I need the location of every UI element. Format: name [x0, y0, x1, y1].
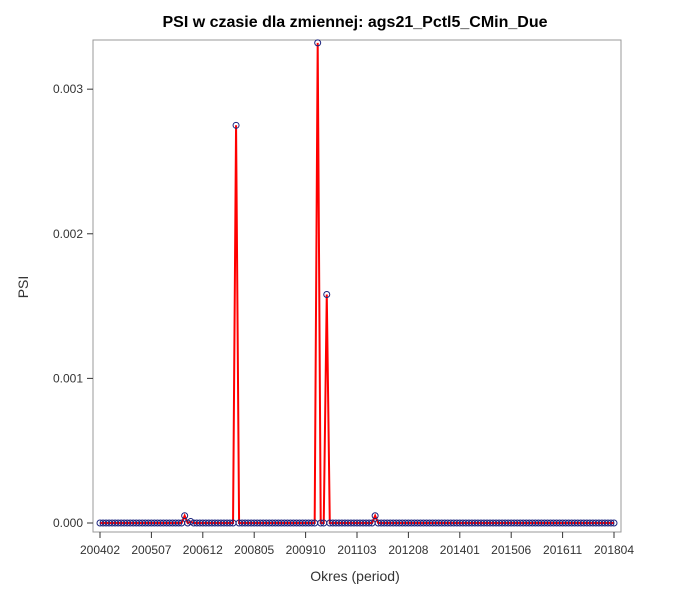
x-tick-label: 200507 [131, 543, 171, 557]
x-axis: 200402 200507 200612 200805 200910 201103 2012… [80, 532, 634, 557]
psi-data-point [607, 519, 615, 527]
chart-title: PSI w czasie dla zmiennej: ags21_Pctl5_C… [162, 14, 547, 31]
y-tick-label: 0.003 [53, 82, 83, 96]
psi-series-markers [96, 39, 618, 527]
x-tick-label: 200402 [80, 543, 120, 557]
psi-data-point [371, 512, 379, 520]
psi-data-point [610, 519, 618, 527]
y-axis: 0.000 0.001 0.002 0.003 [53, 82, 93, 530]
psi-data-point [308, 519, 316, 527]
y-tick-label: 0.001 [53, 371, 83, 385]
y-axis-label: PSI [15, 276, 31, 299]
x-tick-label: 201401 [440, 543, 480, 557]
x-tick-label: 200805 [234, 543, 274, 557]
psi-data-point [175, 519, 183, 527]
y-tick-label: 0.000 [53, 516, 83, 530]
x-tick-label: 200612 [183, 543, 223, 557]
psi-data-point [226, 519, 234, 527]
psi-data-point [181, 512, 189, 520]
psi-data-point [323, 291, 331, 299]
plot-area-frame [92, 39, 622, 533]
psi-data-point [232, 121, 240, 129]
x-tick-label: 201804 [594, 543, 634, 557]
psi-data-point [317, 519, 325, 527]
psi-data-point [314, 39, 322, 47]
psi-data-point [365, 519, 373, 527]
y-tick-label: 0.002 [53, 227, 83, 241]
x-tick-label: 201506 [491, 543, 531, 557]
x-tick-label: 201103 [337, 543, 376, 557]
x-tick-label: 200910 [286, 543, 326, 557]
x-tick-label: 201611 [543, 543, 582, 557]
x-axis-label: Okres (period) [310, 568, 399, 584]
x-tick-label: 201208 [388, 543, 428, 557]
